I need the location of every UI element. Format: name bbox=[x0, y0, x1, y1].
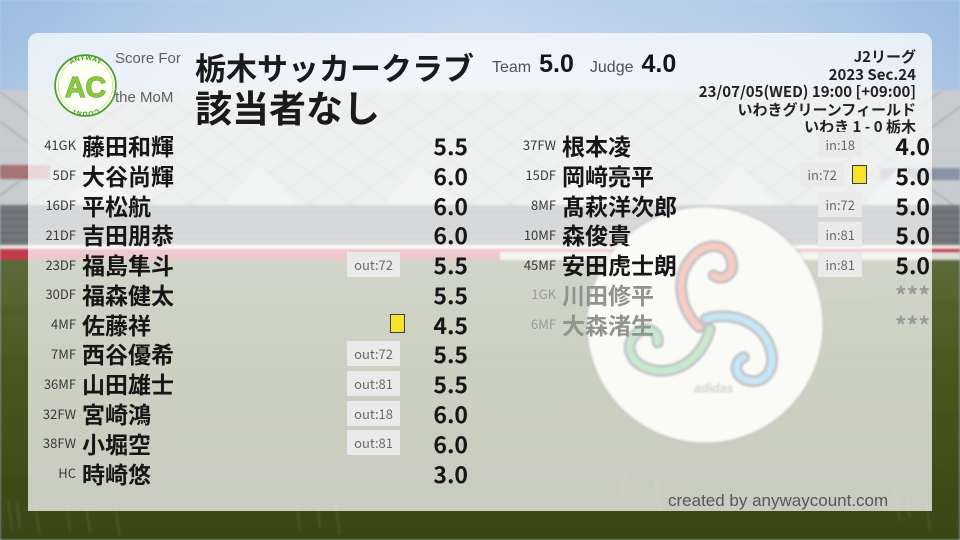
svg-text:AC: AC bbox=[65, 72, 106, 104]
